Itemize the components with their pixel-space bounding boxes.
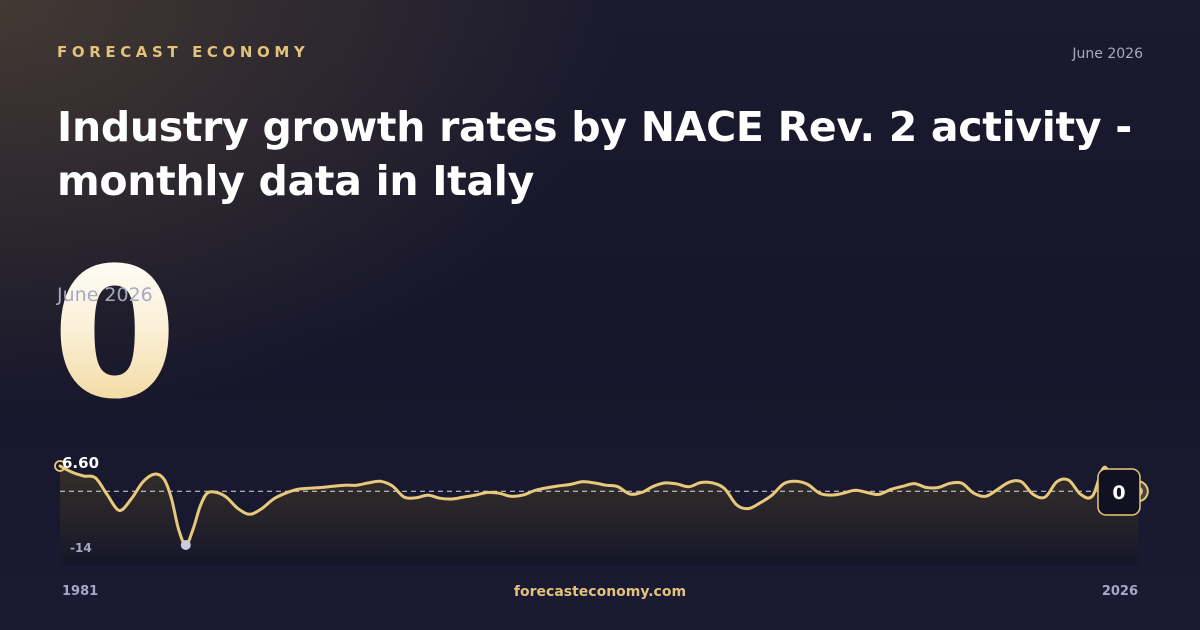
end-value-label: 0 [1112,482,1125,504]
footer-site-link[interactable]: forecasteconomy.com [513,584,687,600]
min-value-label: -14 [70,541,92,555]
max-value-label: 6.60 [62,454,99,472]
current-value-date: June 2026 [57,284,153,306]
end-value-box [1097,468,1141,516]
page-title: Industry growth rates by NACE Rev. 2 act… [57,103,1132,205]
brand-logo-text: FORECAST ECONOMY [57,43,310,61]
min-point-marker [180,540,191,550]
chart-area-fill [60,466,1139,565]
header-date: June 2026 [1072,46,1143,62]
x-axis-end-label: 2026 [1101,584,1138,599]
max-point-marker [54,460,66,472]
x-axis-start-label: 1981 [62,584,99,599]
current-value: 0 [52,230,177,439]
series-line [58,464,1141,547]
